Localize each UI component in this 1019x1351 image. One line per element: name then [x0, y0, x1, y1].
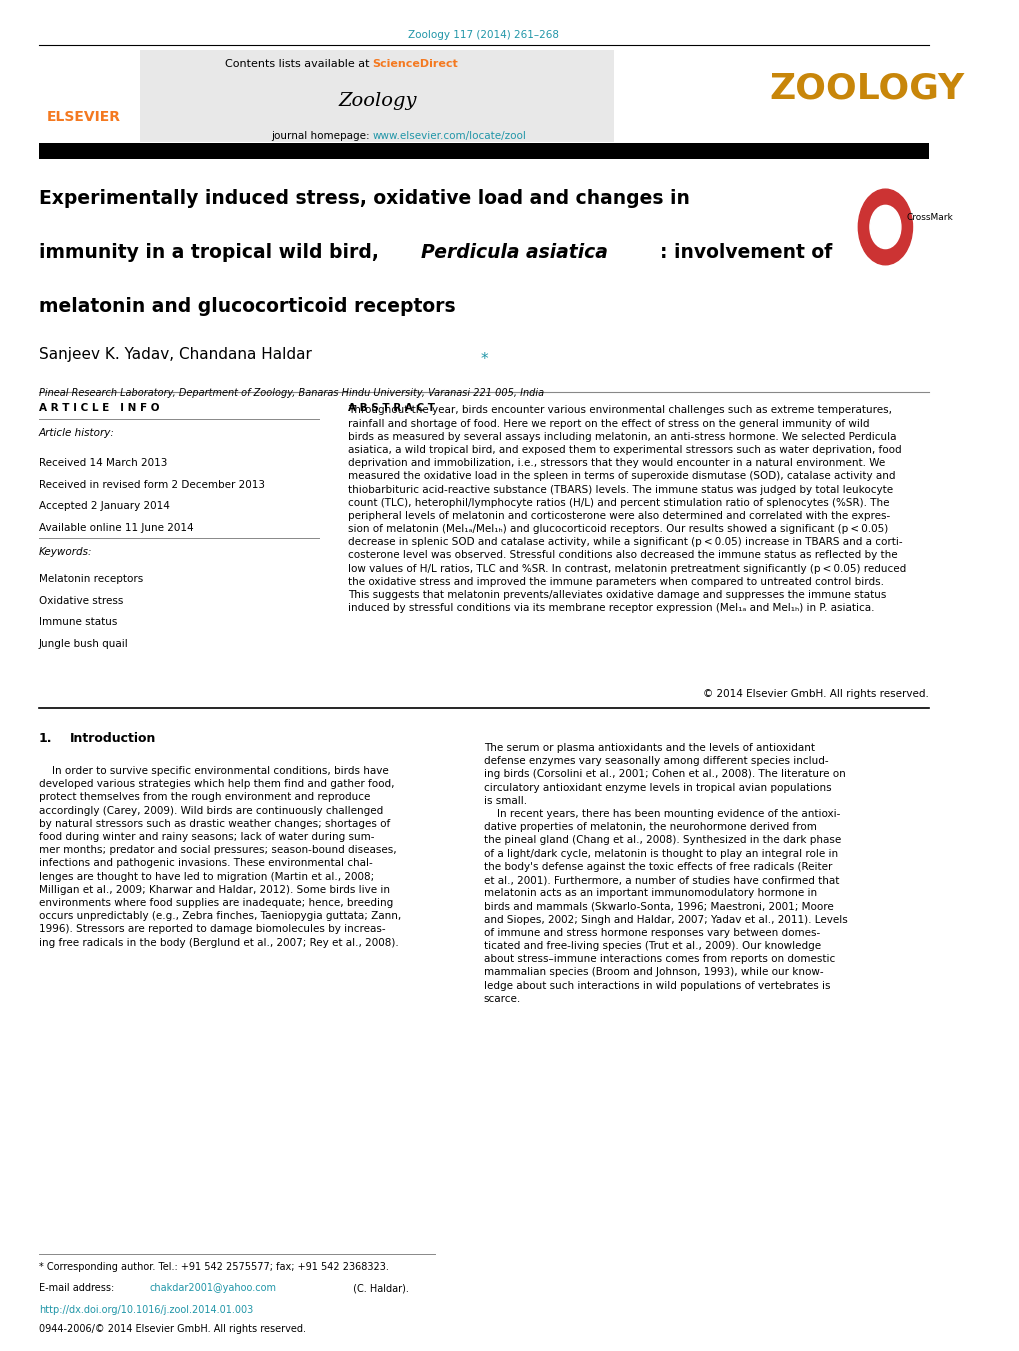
Text: Throughout the year, birds encounter various environmental challenges such as ex: Throughout the year, birds encounter var…	[348, 405, 906, 613]
Text: Received in revised form 2 December 2013: Received in revised form 2 December 2013	[39, 480, 265, 489]
Text: Accepted 2 January 2014: Accepted 2 January 2014	[39, 501, 169, 511]
Text: Zoology: Zoology	[338, 92, 416, 109]
Text: melatonin and glucocorticoid receptors: melatonin and glucocorticoid receptors	[39, 297, 454, 316]
Text: 1.: 1.	[39, 732, 52, 746]
Text: Zoology 117 (2014) 261–268: Zoology 117 (2014) 261–268	[408, 30, 558, 39]
Circle shape	[857, 189, 912, 265]
Text: chakdar2001@yahoo.com: chakdar2001@yahoo.com	[150, 1283, 277, 1293]
Text: Article history:: Article history:	[39, 428, 114, 438]
Text: A R T I C L E   I N F O: A R T I C L E I N F O	[39, 403, 159, 412]
Text: Jungle bush quail: Jungle bush quail	[39, 639, 128, 648]
Text: ScienceDirect: ScienceDirect	[372, 59, 458, 69]
Text: Perdicula asiatica: Perdicula asiatica	[421, 243, 607, 262]
Text: Oxidative stress: Oxidative stress	[39, 596, 123, 605]
Text: ELSEVIER: ELSEVIER	[47, 111, 120, 124]
Text: immunity in a tropical wild bird,: immunity in a tropical wild bird,	[39, 243, 385, 262]
Text: E-mail address:: E-mail address:	[39, 1283, 117, 1293]
Text: Available online 11 June 2014: Available online 11 June 2014	[39, 523, 194, 532]
Text: Contents lists available at: Contents lists available at	[224, 59, 372, 69]
Text: http://dx.doi.org/10.1016/j.zool.2014.01.003: http://dx.doi.org/10.1016/j.zool.2014.01…	[39, 1305, 253, 1315]
Text: ZOOLOGY: ZOOLOGY	[768, 72, 964, 105]
Text: * Corresponding author. Tel.: +91 542 2575577; fax; +91 542 2368323.: * Corresponding author. Tel.: +91 542 25…	[39, 1262, 388, 1271]
Text: In order to survive specific environmental conditions, birds have
developed vari: In order to survive specific environment…	[39, 766, 400, 947]
Text: Received 14 March 2013: Received 14 March 2013	[39, 458, 167, 467]
Circle shape	[869, 205, 900, 249]
Text: journal homepage:: journal homepage:	[270, 131, 372, 141]
Text: Keywords:: Keywords:	[39, 547, 92, 557]
Text: : involvement of: : involvement of	[659, 243, 832, 262]
Text: The serum or plasma antioxidants and the levels of antioxidant
defense enzymes v: The serum or plasma antioxidants and the…	[483, 743, 847, 1004]
Text: Immune status: Immune status	[39, 617, 117, 627]
Text: © 2014 Elsevier GmbH. All rights reserved.: © 2014 Elsevier GmbH. All rights reserve…	[702, 689, 928, 698]
FancyBboxPatch shape	[39, 50, 141, 142]
Text: Sanjeev K. Yadav, Chandana Haldar: Sanjeev K. Yadav, Chandana Haldar	[39, 347, 311, 362]
Text: 0944-2006/© 2014 Elsevier GmbH. All rights reserved.: 0944-2006/© 2014 Elsevier GmbH. All righ…	[39, 1324, 306, 1333]
Text: (C. Haldar).: (C. Haldar).	[350, 1283, 409, 1293]
Text: A B S T R A C T: A B S T R A C T	[348, 403, 435, 412]
Text: ⁎: ⁎	[481, 347, 488, 362]
Text: Melatonin receptors: Melatonin receptors	[39, 574, 143, 584]
Text: Pineal Research Laboratory, Department of Zoology, Banaras Hindu University, Var: Pineal Research Laboratory, Department o…	[39, 388, 543, 397]
Text: Introduction: Introduction	[69, 732, 156, 746]
Text: CrossMark: CrossMark	[906, 213, 953, 223]
FancyBboxPatch shape	[141, 50, 613, 142]
FancyBboxPatch shape	[39, 143, 928, 159]
Text: Experimentally induced stress, oxidative load and changes in: Experimentally induced stress, oxidative…	[39, 189, 689, 208]
Text: www.elsevier.com/locate/zool: www.elsevier.com/locate/zool	[372, 131, 526, 141]
